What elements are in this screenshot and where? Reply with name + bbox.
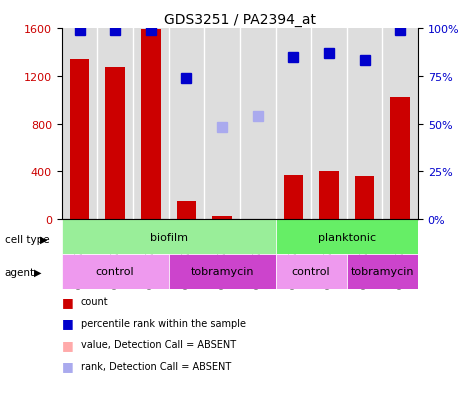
Text: count: count [81, 297, 108, 306]
Bar [62, 29, 97, 220]
Bar [347, 29, 382, 220]
Bar [212, 216, 232, 220]
Bar [284, 176, 303, 220]
Text: rank, Detection Call = ABSENT: rank, Detection Call = ABSENT [81, 361, 231, 371]
Text: tobramycin: tobramycin [190, 267, 254, 277]
Text: ▶: ▶ [40, 235, 48, 244]
Title: GDS3251 / PA2394_at: GDS3251 / PA2394_at [164, 12, 316, 26]
Text: control: control [292, 267, 331, 277]
Bar [105, 68, 125, 220]
Bar [390, 98, 410, 220]
Bar [382, 29, 418, 220]
FancyBboxPatch shape [62, 254, 169, 289]
Text: ■: ■ [62, 359, 74, 373]
Text: planktonic: planktonic [318, 232, 376, 242]
Text: agent: agent [5, 268, 35, 278]
Bar [319, 172, 339, 220]
FancyBboxPatch shape [347, 254, 418, 289]
Bar [177, 202, 196, 220]
Text: cell type: cell type [5, 235, 49, 244]
FancyBboxPatch shape [276, 254, 347, 289]
Bar [70, 60, 89, 220]
FancyBboxPatch shape [276, 220, 418, 254]
Bar [355, 177, 374, 220]
Bar [240, 29, 276, 220]
Text: tobramycin: tobramycin [351, 267, 414, 277]
Text: control: control [96, 267, 134, 277]
Text: ■: ■ [62, 338, 74, 351]
FancyBboxPatch shape [169, 254, 276, 289]
Text: percentile rank within the sample: percentile rank within the sample [81, 318, 246, 328]
Text: ■: ■ [62, 316, 74, 330]
Text: biofilm: biofilm [150, 232, 188, 242]
Text: ■: ■ [62, 295, 74, 308]
Bar [133, 29, 169, 220]
Bar [141, 30, 161, 220]
Text: ▶: ▶ [34, 268, 42, 278]
FancyBboxPatch shape [62, 220, 276, 254]
Bar [276, 29, 311, 220]
Bar [169, 29, 204, 220]
Bar [311, 29, 347, 220]
Bar [97, 29, 133, 220]
Text: value, Detection Call = ABSENT: value, Detection Call = ABSENT [81, 339, 236, 349]
Bar [204, 29, 240, 220]
